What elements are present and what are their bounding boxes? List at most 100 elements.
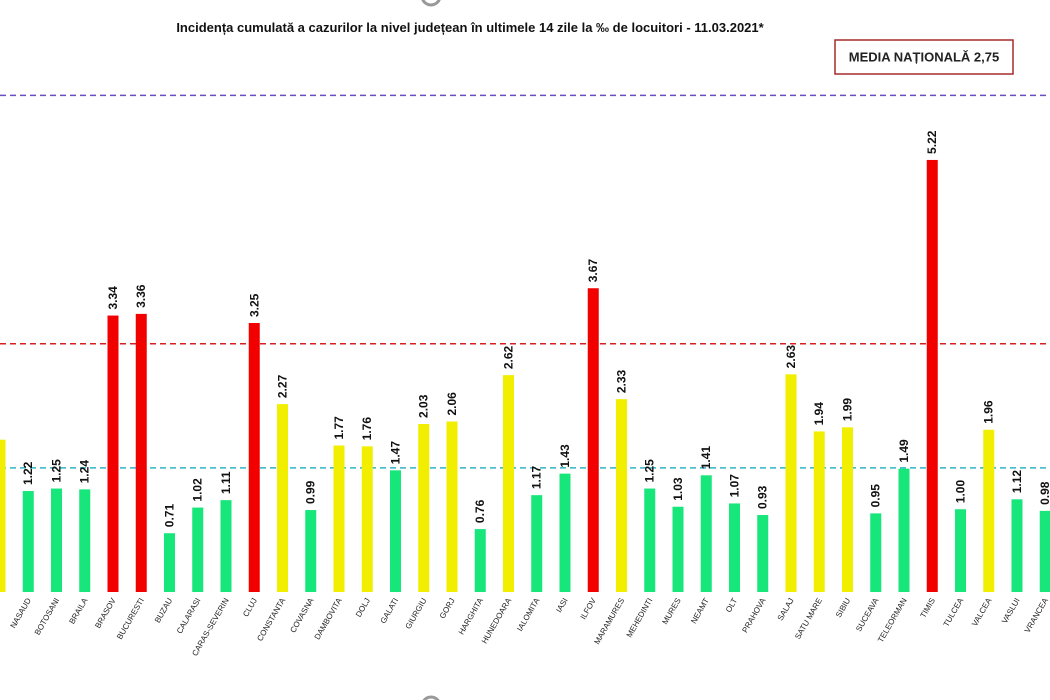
value-label: 0.98: [1038, 481, 1050, 505]
value-label: 1.76: [360, 417, 374, 441]
bar: [531, 495, 543, 592]
x-tick-label: HUNEDOARA: [480, 596, 514, 645]
value-label: 1.43: [558, 444, 572, 468]
value-label: 2.27: [276, 374, 290, 398]
value-label: 1.17: [530, 465, 544, 489]
x-tick-label: NASAUD: [9, 596, 34, 630]
bar: [361, 446, 373, 592]
x-tick-label: MARAMURES: [592, 597, 626, 647]
bar: [51, 488, 62, 592]
value-label: 0.76: [473, 499, 487, 523]
x-tick-label: SATU MARE: [793, 597, 824, 641]
x-tick-label: PRAHOVA: [740, 596, 767, 634]
x-tick-label: TULCEA: [942, 596, 966, 628]
bar: [22, 491, 34, 592]
x-tick-label: VASLUI: [1000, 597, 1022, 626]
x-tick-label: DOLJ: [354, 597, 372, 619]
bar: [870, 513, 882, 592]
value-label: 5.22: [925, 130, 939, 154]
x-tick-label: MEHEDINTI: [625, 597, 655, 640]
bar: [898, 468, 910, 592]
value-label: 1.24: [78, 460, 92, 484]
value-label: 2.06: [445, 392, 459, 416]
annotation-box: [834, 39, 1014, 75]
value-label: 1.94: [812, 402, 826, 426]
value-label: 2.03: [417, 394, 431, 418]
x-tick-label: TIMIS: [919, 597, 937, 620]
value-label: 1.96: [982, 400, 996, 424]
bar: [390, 470, 401, 592]
x-tick-label: GORJ: [438, 597, 457, 621]
value-label: 0.95: [869, 484, 883, 508]
bar: [220, 500, 232, 592]
bar: [757, 515, 769, 592]
x-tick-label: BUZAU: [153, 596, 174, 624]
x-tick-label: HARGHITA: [457, 596, 485, 636]
value-label: 1.47: [389, 441, 403, 465]
value-label: 3.67: [586, 259, 600, 283]
value-label: 0.71: [163, 504, 177, 528]
value-label: 1.00: [954, 480, 968, 504]
value-label: 1.02: [191, 478, 205, 502]
value-label: 1.41: [699, 446, 713, 470]
bar: [559, 473, 571, 592]
bar: [333, 445, 345, 592]
bar: [107, 315, 119, 592]
value-label: 1.77: [332, 416, 346, 440]
bar: [644, 488, 656, 592]
x-tick-label: CALARASI: [175, 597, 203, 636]
value-label: 1.25: [50, 459, 64, 483]
bar: [842, 427, 853, 592]
x-tick-label: BOTOSANI: [33, 597, 61, 637]
x-tick-label: GIURGIU: [404, 596, 429, 630]
bar: [1039, 510, 1050, 592]
x-tick-label: NEAMT: [689, 596, 711, 625]
bar: [587, 288, 599, 592]
x-tick-label: BRAILA: [67, 596, 89, 626]
bar: [503, 375, 514, 592]
x-tick-label: SALAJ: [776, 597, 796, 623]
bar: [277, 404, 288, 592]
x-tick-label: COVASNA: [288, 596, 315, 634]
value-label: 2.63: [784, 345, 798, 369]
x-tick-label: VRANCEA: [1023, 596, 1050, 635]
bar: [1011, 499, 1023, 592]
decor: [421, 0, 441, 7]
bar: [474, 529, 486, 592]
x-tick-label: SIBIU: [834, 596, 852, 619]
x-tick-label: OLT: [724, 596, 739, 614]
bar: [248, 323, 260, 592]
value-label: 3.36: [134, 284, 148, 308]
value-label: 2.33: [615, 369, 629, 393]
value-label: 2.62: [502, 345, 516, 369]
value-label: 0.93: [756, 485, 770, 509]
x-tick-label: DAMBOVITA: [313, 596, 344, 641]
bar: [0, 439, 6, 592]
value-label: 1.12: [1010, 470, 1024, 494]
decor: [422, 695, 440, 700]
bar: [192, 507, 204, 592]
bar: [729, 503, 740, 592]
bar: [813, 431, 825, 592]
x-tick-label: BRASOV: [93, 596, 118, 630]
bar: [955, 509, 966, 592]
x-tick-label: CONSTANTA: [255, 596, 287, 643]
x-tick-label: ILFOV: [579, 596, 599, 621]
value-label: 3.25: [247, 293, 261, 317]
value-label: 1.03: [671, 477, 685, 501]
x-tick-label: IALOMITA: [515, 596, 541, 633]
x-tick-label: MURES: [660, 597, 682, 627]
bar: [926, 159, 938, 592]
x-tick-label: TELEORMAN: [876, 596, 909, 644]
bar: [135, 313, 147, 592]
bar: [418, 423, 430, 592]
annotation: MEDIA NAȚIONALĂ 2,75: [849, 49, 999, 64]
bar: [700, 475, 712, 592]
bar: [785, 374, 797, 592]
bar: [446, 421, 458, 592]
x-tick-label: SUCEAVA: [854, 596, 881, 633]
bar: [79, 489, 91, 592]
x-tick-label: VALCEA: [970, 596, 994, 628]
x-tick-label: BUCURESTI: [115, 597, 146, 642]
